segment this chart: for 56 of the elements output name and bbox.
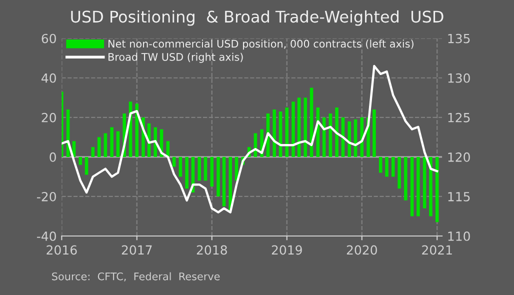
y2-tick-label: 125 (448, 112, 470, 122)
bar (104, 133, 108, 157)
bar (292, 102, 295, 157)
y2-tick-label: 110 (448, 231, 470, 241)
bar (84, 156, 88, 175)
bar (198, 156, 201, 181)
x-tick-label: 2018 (196, 245, 227, 255)
x-tick-label: 2017 (122, 245, 152, 255)
legend-label: Broad TW USD (right axis) (108, 52, 243, 63)
bar (391, 156, 395, 177)
y-tick-label: 20 (42, 112, 56, 122)
x-tick-label: 2021 (422, 245, 452, 255)
x-tick-label: 2016 (46, 245, 77, 255)
legend-label: Net non-commercial USD position, 000 contracts (left axis) (108, 40, 414, 50)
y-tick-label: -20 (37, 192, 56, 202)
bar (204, 156, 208, 181)
bar (416, 156, 420, 216)
x-tick-label: 2020 (346, 245, 377, 255)
bar (378, 156, 382, 173)
y2-tick-label: 135 (448, 34, 470, 44)
bar (210, 156, 214, 187)
bar (335, 108, 338, 157)
bar (216, 156, 220, 196)
bar (172, 156, 176, 167)
chart-title: USD Positioning & Broad Trade-Weighted USD (71, 10, 444, 26)
x-tick-label: 2019 (272, 245, 302, 255)
bar (304, 98, 308, 157)
bar (385, 156, 388, 177)
bar (372, 110, 376, 157)
bar (222, 156, 226, 206)
y2-tick-label: 130 (448, 73, 470, 83)
bar (422, 156, 426, 208)
bar (97, 137, 101, 157)
y-tick-label: 40 (42, 73, 56, 83)
bar (348, 121, 352, 157)
bar (91, 147, 95, 157)
bar (110, 127, 114, 157)
bar (78, 156, 82, 165)
bar (435, 156, 439, 222)
bar (398, 156, 401, 189)
bar (410, 156, 414, 216)
bar (185, 156, 188, 189)
bar (272, 110, 276, 157)
bar (178, 156, 182, 177)
bar (116, 131, 120, 157)
bar (429, 156, 432, 216)
y-tick-label: 60 (42, 34, 56, 44)
line-series (62, 64, 438, 214)
y2-tick-label: 115 (448, 192, 470, 202)
y-tick-label: 0 (50, 152, 56, 162)
source-note: Source: CFTC, Federal Reserve (52, 272, 220, 282)
bar (228, 156, 232, 210)
bar (135, 104, 139, 157)
y-tick-label: -40 (37, 231, 56, 241)
bar (404, 156, 408, 200)
y2-tick-label: 120 (448, 152, 470, 162)
